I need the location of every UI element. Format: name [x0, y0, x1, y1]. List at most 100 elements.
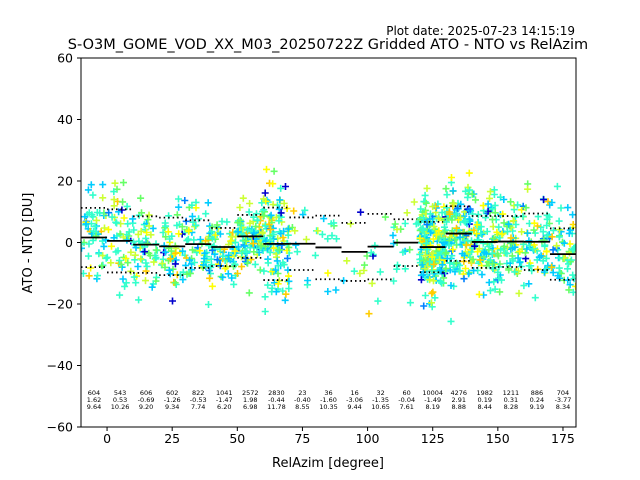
data-point — [570, 275, 576, 283]
data-point — [189, 246, 196, 254]
data-point — [134, 263, 142, 270]
y-tick-label: −40 — [47, 358, 73, 373]
data-point — [246, 244, 254, 252]
data-point — [88, 211, 96, 219]
data-point — [426, 210, 434, 218]
data-point — [284, 231, 292, 239]
data-point — [311, 251, 319, 259]
data-point — [161, 263, 169, 271]
data-point — [543, 222, 551, 229]
data-point — [462, 265, 469, 272]
data-point — [537, 252, 545, 260]
data-point — [87, 181, 95, 189]
data-point — [99, 181, 107, 189]
data-point — [304, 277, 312, 284]
data-point — [188, 201, 196, 209]
data-point — [430, 223, 438, 231]
bin-statistics: 6041.629.645430.5310.26606-0.699.20602-1… — [87, 389, 572, 411]
data-point — [421, 265, 429, 273]
data-point — [134, 230, 142, 238]
bin-stat-n: 10004 — [422, 389, 443, 397]
data-point — [518, 206, 526, 214]
data-point — [557, 204, 565, 212]
data-point — [266, 249, 274, 256]
data-point — [361, 261, 368, 269]
data-point — [543, 231, 551, 239]
data-point — [471, 242, 479, 250]
bin-stat-n: 23 — [298, 389, 306, 397]
data-point — [291, 227, 299, 235]
data-point — [479, 239, 487, 247]
data-point — [421, 251, 429, 259]
bin-points — [129, 194, 161, 304]
data-point — [473, 230, 480, 238]
data-point — [260, 267, 268, 275]
data-point — [117, 261, 125, 268]
data-point — [186, 269, 194, 277]
data-point — [549, 246, 557, 254]
data-point — [521, 249, 529, 257]
data-point — [110, 202, 118, 210]
bin-points — [288, 206, 319, 289]
bin-stat-n: 36 — [324, 389, 332, 397]
data-point — [442, 249, 450, 257]
data-point — [376, 268, 384, 276]
data-point — [357, 208, 365, 216]
data-point — [171, 260, 179, 268]
bin-stat-n: 32 — [376, 389, 384, 397]
bin-stat-std: 9.44 — [347, 403, 361, 411]
data-point — [171, 279, 179, 287]
data-point — [178, 223, 186, 231]
data-point — [462, 187, 470, 195]
data-point — [569, 211, 576, 219]
x-tick-label: 150 — [486, 431, 510, 446]
data-point — [320, 215, 328, 223]
data-point — [202, 237, 210, 245]
data-point — [548, 263, 556, 271]
bin-points — [442, 169, 476, 325]
data-point — [270, 244, 278, 252]
data-point — [460, 252, 468, 260]
data-point — [264, 281, 272, 289]
data-point — [146, 252, 154, 259]
data-point — [252, 222, 260, 230]
data-point — [420, 214, 428, 222]
data-point — [263, 196, 271, 204]
data-point — [419, 271, 427, 279]
data-point — [216, 230, 224, 238]
data-point — [466, 186, 474, 194]
data-point — [91, 222, 99, 230]
data-point — [456, 214, 464, 221]
data-point — [509, 257, 517, 265]
data-point — [266, 213, 274, 221]
data-point — [430, 277, 437, 285]
data-point — [82, 220, 90, 228]
data-point — [210, 242, 218, 250]
data-point — [190, 236, 198, 244]
data-point — [253, 244, 261, 252]
x-tick-label: 100 — [356, 431, 380, 446]
data-point — [230, 280, 238, 288]
data-point — [258, 199, 266, 207]
data-point — [191, 223, 199, 231]
data-point — [524, 229, 531, 237]
bin-points — [81, 181, 110, 283]
data-point — [399, 248, 407, 256]
bin-stat-mean: -3.77 — [555, 396, 572, 404]
data-point — [208, 282, 216, 290]
data-point — [371, 242, 379, 250]
data-point — [185, 227, 193, 235]
data-point — [84, 186, 92, 194]
x-tick-label: 75 — [294, 431, 310, 446]
bin-stat-n: 886 — [531, 389, 543, 397]
data-point — [244, 259, 251, 267]
data-point — [507, 234, 515, 242]
data-point — [565, 286, 573, 294]
bin-stat-std: 6.98 — [243, 403, 257, 411]
data-point — [145, 222, 153, 230]
data-point — [164, 228, 172, 236]
data-point — [565, 229, 573, 237]
data-point — [498, 276, 505, 284]
data-point — [121, 282, 129, 290]
